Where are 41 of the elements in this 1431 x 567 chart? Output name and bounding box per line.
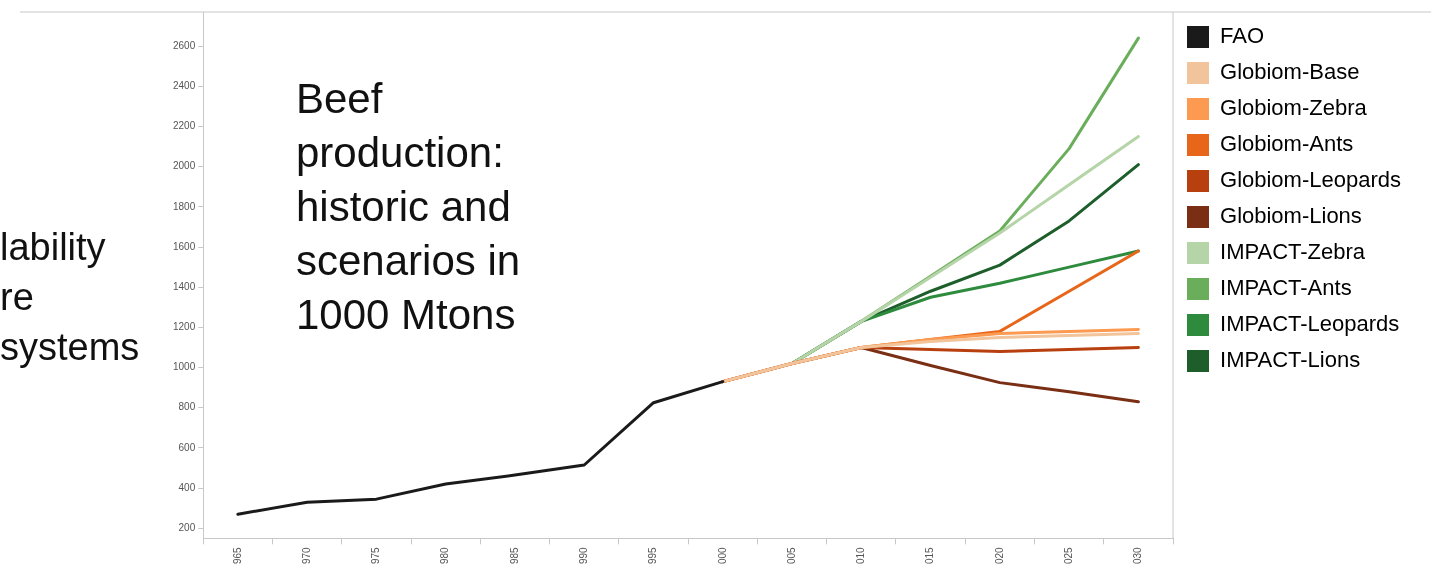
text: Beef production: historic and scenarios in 1000 Mtons — [296, 74, 522, 340]
x-tick-label: 025 — [1062, 546, 1074, 564]
x-tick-label: 015 — [924, 546, 936, 564]
y-tick-label: 2000 — [173, 160, 196, 172]
legend-label: IMPACT-Lions — [1220, 347, 1361, 373]
legend-label: Globiom-Lions — [1220, 203, 1362, 229]
x-tick-label: 980 — [439, 546, 451, 564]
legend-label: FAO — [1220, 23, 1265, 49]
legend-label: Globiom-Leopards — [1220, 167, 1401, 193]
x-tick-label: 975 — [370, 546, 382, 564]
x-tick-label: 030 — [1132, 546, 1144, 564]
legend-label: IMPACT-Leopards — [1220, 311, 1400, 337]
x-tick-label: 010 — [855, 546, 867, 564]
legend-label: Globiom-Ants — [1220, 131, 1354, 157]
x-tick-label: 965 — [231, 546, 243, 564]
text: lability — [0, 225, 107, 270]
text: re — [0, 275, 35, 320]
legend-label: Globiom-Base — [1220, 59, 1360, 85]
y-tick-label: 1800 — [173, 200, 196, 212]
y-tick-label: 2400 — [173, 80, 196, 92]
y-tick-label: 800 — [178, 401, 196, 413]
legend-label: IMPACT-Ants — [1220, 275, 1352, 301]
y-tick-label: 400 — [178, 481, 196, 493]
x-tick-label: 000 — [716, 546, 728, 564]
y-tick-label: 1600 — [173, 240, 196, 252]
x-tick-label: 970 — [300, 546, 312, 564]
y-tick-label: 1000 — [173, 361, 196, 373]
legend-label: IMPACT-Zebra — [1220, 239, 1366, 265]
y-tick-label: 2200 — [173, 120, 196, 132]
y-tick-label: 200 — [178, 522, 196, 534]
legend-label: Globiom-Zebra — [1220, 95, 1368, 121]
x-tick-label: 990 — [577, 546, 589, 564]
x-tick-label: 985 — [508, 546, 520, 564]
x-tick-label: 995 — [647, 546, 659, 564]
text: systems — [0, 325, 140, 370]
y-tick-label: 1400 — [173, 280, 196, 292]
x-tick-label: 005 — [785, 546, 797, 564]
x-tick-label: 020 — [993, 546, 1005, 564]
y-tick-label: 1200 — [173, 321, 196, 333]
y-tick-label: 600 — [178, 441, 196, 453]
y-tick-label: 2600 — [173, 39, 196, 51]
